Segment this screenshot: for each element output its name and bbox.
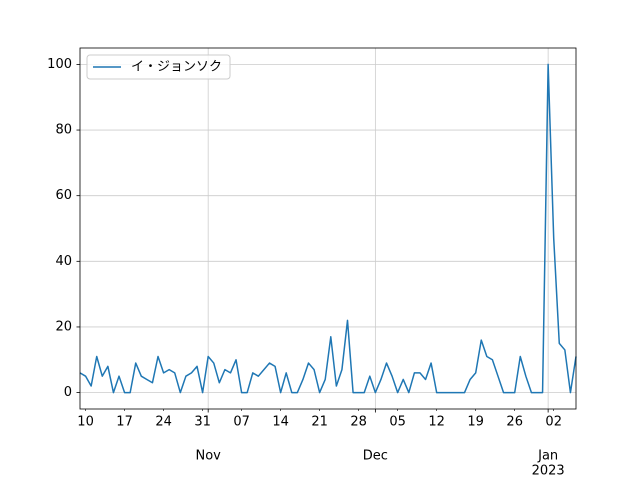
y-tick-label: 40 — [55, 254, 72, 269]
x-tick-label: 21 — [311, 415, 328, 430]
x-tick-label: Jan — [537, 449, 558, 464]
y-tick-label: 60 — [55, 188, 72, 203]
axes-frame — [79, 47, 577, 410]
x-tick-label: 28 — [350, 415, 367, 430]
x-tick-label: 12 — [428, 415, 445, 430]
x-tick-label: Dec — [363, 449, 388, 464]
x-tick-label: 05 — [389, 415, 406, 430]
x-tick-label: Nov — [195, 449, 221, 464]
x-tick-label: 14 — [272, 415, 289, 430]
x-tick-label: 19 — [467, 415, 484, 430]
x-tick-label: 31 — [194, 415, 211, 430]
y-tick-label: 80 — [55, 123, 72, 138]
x-tick-label: 07 — [233, 415, 250, 430]
x-tick-label: 26 — [506, 415, 523, 430]
x-tick-label: 17 — [116, 415, 133, 430]
year-label: 2023 — [532, 464, 565, 479]
x-tick-label: 10 — [77, 415, 94, 430]
legend-box — [86, 54, 231, 80]
series-line — [79, 63, 577, 394]
y-tick-label: 0 — [64, 385, 72, 400]
plot-area — [80, 48, 576, 409]
y-tick-label: 100 — [47, 57, 72, 72]
y-tick-label: 20 — [55, 319, 72, 334]
x-tick-label: 24 — [155, 415, 172, 430]
x-tick-label: 02 — [545, 415, 562, 430]
legend-label: イ・ジョンソク — [131, 60, 222, 75]
